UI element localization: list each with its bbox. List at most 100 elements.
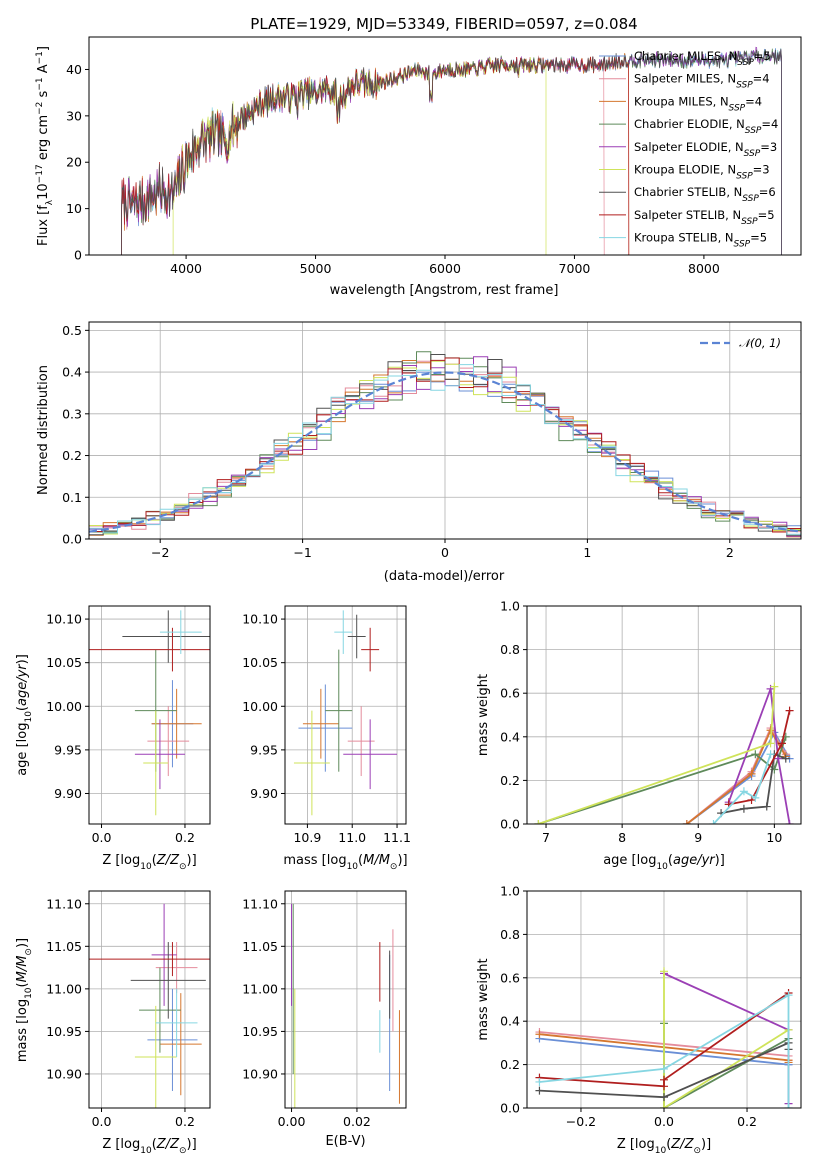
weight-marker-8-2 (784, 991, 793, 1000)
legend-label-5: Kroupa ELODIE, NSSP=3 (634, 163, 770, 182)
residual-panel: −2 −1 0 1 2 0.0 0.1 0.2 0.3 0.4 0.5 𝒩(0, 1) (data-mo… (36, 321, 802, 584)
weight-marker-6-1 (739, 804, 748, 813)
y-tick-label-2: 10.00 (242, 699, 278, 714)
legend-label-6: Chabrier STELIB, NSSP=6 (634, 185, 776, 204)
y-axis-label: mass weight (476, 958, 491, 1040)
weight-line-8 (539, 993, 790, 1108)
y-tick-label-2: 10.00 (46, 699, 82, 714)
x-axis-label: (data-model)/error (384, 569, 505, 584)
legend-label-8: Kroupa STELIB, NSSP=5 (634, 231, 767, 250)
x-tick-label-3: 1 (583, 545, 591, 560)
histogram-8 (89, 364, 801, 539)
weight-marker-5-1 (766, 739, 775, 748)
x-tick-label-2: 6000 (429, 261, 461, 276)
weight-marker-5-1 (660, 1104, 668, 1108)
weight-marker-2-0 (535, 1030, 544, 1039)
y-tick-label-2: 0.4 (500, 729, 520, 744)
x-tick-label-2: 9 (694, 830, 702, 845)
x-tick-label-0: −2 (151, 545, 169, 560)
y-tick-label-2: 11.00 (46, 981, 82, 996)
plot-area (535, 967, 793, 1108)
spectrum-line-6 (121, 48, 782, 255)
x-tick-label-0: 0.0 (92, 1114, 112, 1129)
plot-area (89, 610, 210, 816)
weight-line-4 (663, 972, 790, 1104)
legend-label-normal: 𝒩(0, 1) (739, 336, 781, 350)
x-tick-label-0: 10.9 (293, 830, 321, 845)
y-tick-label-1: 9.95 (250, 742, 278, 757)
x-tick-label-0: 0.0 (92, 830, 112, 845)
x-axis-label: mass [log10(M/M⊙)] (283, 853, 407, 872)
y-tick-label-0: 9.90 (250, 786, 278, 801)
x-axis-label: Z [log10(Z/Z⊙)] (102, 1137, 196, 1156)
x-tick-label-2: 0 (441, 545, 449, 560)
weight-marker-5-0 (534, 820, 543, 824)
weight-marker-8-2 (751, 793, 760, 802)
weight-line-7 (728, 710, 791, 806)
y-tick-label-5: 0.5 (62, 323, 82, 338)
y-tick-label-4: 0.8 (500, 927, 520, 942)
y-tick-label-3: 10.05 (242, 655, 278, 670)
weight-marker-6-1 (660, 1093, 668, 1102)
y-tick-label-1: 0.1 (62, 490, 82, 505)
y-tick-label-3: 30 (66, 108, 82, 123)
weight-marker-2-1 (747, 769, 756, 778)
x-axis-label: E(B-V) (325, 1134, 365, 1149)
weight-marker-7-2 (660, 1075, 668, 1084)
y-tick-label-2: 20 (66, 155, 82, 170)
x-tick-label-1: 0.0 (654, 1114, 674, 1129)
weight-line-4 (727, 688, 791, 824)
y-tick-label-4: 40 (66, 62, 82, 77)
y-tick-label-3: 0.6 (500, 970, 520, 985)
y-tick-label-1: 10.95 (242, 1024, 278, 1039)
y-tick-label-5: 1.0 (500, 884, 520, 899)
weight-marker-5-2 (770, 682, 779, 691)
x-tick-label-1: 0.02 (343, 1114, 371, 1129)
x-tick-label-0: 7 (542, 830, 550, 845)
weight-marker-3-1 (751, 750, 760, 759)
x-axis-label: wavelength [Angstrom, rest frame] (330, 283, 559, 298)
weight-vs-age-panel: 7 8 9 10 0.0 0.2 0.4 0.6 0.8 1.0 age [log10(age/yr… (476, 599, 802, 872)
y-tick-label-2: 0.4 (500, 1014, 520, 1029)
y-tick-label-1: 10.95 (46, 1024, 82, 1039)
weight-marker-7-2 (777, 739, 786, 748)
y-tick-label-0: 9.90 (54, 786, 82, 801)
y-tick-label-3: 0.3 (62, 406, 82, 421)
weight-line-5 (663, 971, 789, 1108)
x-axis-label: Z [log10(Z/Z⊙)] (102, 853, 196, 872)
x-tick-label-1: 8 (618, 830, 626, 845)
weight-marker-8-1 (739, 787, 748, 796)
y-tick-label-2: 0.2 (62, 448, 82, 463)
weight-marker-7-3 (785, 706, 794, 715)
weight-marker-6-2 (762, 802, 771, 811)
weight-marker-2-0 (682, 820, 691, 824)
weight-vs-Z-panel: −0.2 0.0 0.2 0.0 0.2 0.4 0.6 0.8 1.0 Z [log10(Z/Z… (476, 884, 802, 1156)
weight-marker-8-3 (766, 750, 775, 759)
legend-label-4: Salpeter ELODIE, NSSP=3 (634, 140, 777, 159)
y-tick-label-4: 10.10 (46, 612, 82, 627)
y-tick-label-1: 0.2 (500, 1057, 520, 1072)
x-tick-label-1: −1 (293, 545, 311, 560)
weight-marker-8-3 (784, 1104, 793, 1108)
y-tick-label-0: 0.0 (500, 817, 520, 832)
age-vs-mass-panel: 10.9 11.0 11.1 9.90 9.95 10.00 10.05 10.10 mass … (242, 605, 411, 872)
x-tick-label-0: 0.00 (278, 1114, 306, 1129)
y-tick-label-1: 0.2 (500, 773, 520, 788)
axes-frame (88, 890, 211, 1109)
x-tick-label-1: 0.2 (175, 830, 195, 845)
x-tick-label-3: 7000 (559, 261, 591, 276)
chart-title: PLATE=1929, MJD=53349, FIBERID=0597, z=0… (250, 15, 637, 33)
weight-line-3 (538, 736, 787, 824)
y-tick-label-1: 9.95 (54, 742, 82, 757)
y-tick-label-5: 1.0 (500, 599, 520, 614)
y-tick-label-4: 0.8 (500, 642, 520, 657)
weight-marker-8-0 (535, 1077, 544, 1086)
y-tick-label-0: 0.0 (500, 1101, 520, 1116)
axes-frame (284, 890, 407, 1109)
legend-label-7: Salpeter STELIB, NSSP=5 (634, 208, 775, 227)
x-tick-label-1: 11.0 (338, 830, 366, 845)
y-tick-label-2: 11.00 (242, 981, 278, 996)
weight-line-5 (538, 686, 776, 824)
spectrum-panel: 4000 5000 6000 7000 8000 0 10 20 30 40 Chabrier MI… (35, 36, 802, 298)
